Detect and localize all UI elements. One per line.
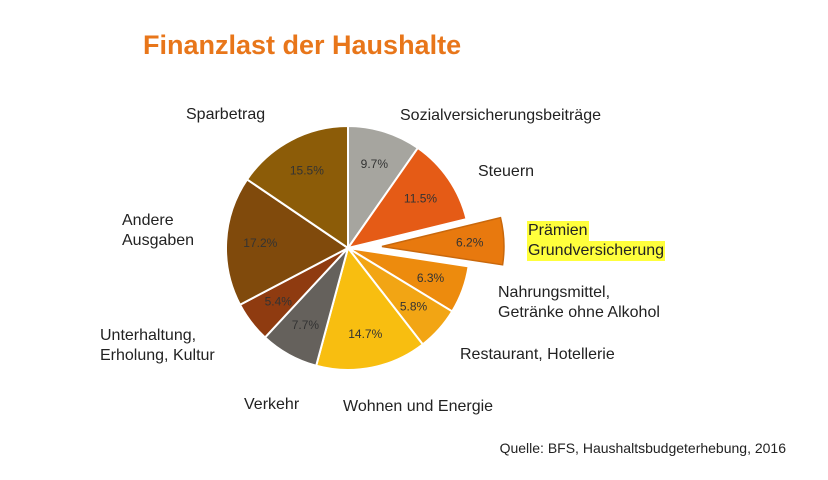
slice-label-sozialversicherung: Sozialversicherungsbeiträge: [400, 106, 601, 126]
pie-slice-praemien: [381, 216, 505, 266]
slice-label-line: Getränke ohne Alkohol: [498, 304, 660, 321]
slice-label-line: Prämien: [527, 221, 589, 241]
chart-title: Finanzlast der Haushalte: [143, 30, 462, 60]
slice-value-wohnen: 14.7%: [348, 327, 382, 341]
slice-label-verkehr: Verkehr: [244, 395, 299, 415]
slice-value-unterhaltung: 5.4%: [265, 294, 293, 308]
pie-slice-andere-ausgaben: [225, 178, 350, 307]
slice-label-praemien: Prämien Grundversicherung: [527, 221, 666, 261]
slice-label-line: Erholung, Kultur: [100, 347, 215, 364]
slice-label-line: Andere: [122, 212, 174, 229]
slice-label-line: Restaurant, Hotellerie: [460, 346, 615, 363]
slice-label-line: Ausgaben: [122, 232, 195, 249]
slice-label-andere-ausgaben: Andere Ausgaben: [122, 211, 194, 251]
slice-value-steuern: 11.5%: [404, 191, 437, 205]
slice-value-restaurant: 5.8%: [400, 300, 428, 314]
slice-value-praemien: 6.2%: [456, 236, 484, 250]
slice-label-unterhaltung: Unterhaltung, Erholung, Kultur: [100, 326, 215, 366]
slice-label-line: Nahrungsmittel,: [498, 284, 611, 301]
slice-label-restaurant: Restaurant, Hotellerie: [460, 345, 615, 365]
pie-slice-sozialversicherung: [347, 124, 420, 252]
slice-value-sozialversicherung: 9.7%: [361, 157, 389, 171]
slice-label-wohnen: Wohnen und Energie: [343, 397, 493, 417]
slice-label-line: Steuern: [478, 163, 535, 180]
slice-label-nahrungsmittel: Nahrungsmittel, Getränke ohne Alkohol: [498, 283, 660, 323]
slice-label-line: Grundversicherung: [527, 241, 666, 261]
slice-label-line: Unterhaltung,: [100, 327, 197, 344]
slice-value-nahrungsmittel: 6.3%: [417, 271, 445, 285]
pie-slice-sparbetrag: [245, 124, 349, 250]
slice-label-steuern: Steuern: [478, 162, 534, 182]
slice-label-sparbetrag: Sparbetrag: [186, 105, 265, 125]
pie-slice-wohnen: [314, 245, 425, 371]
slice-value-andere-ausgaben: 17.2%: [243, 236, 277, 250]
pie-slice-steuern: [345, 146, 468, 250]
slice-label-line: Verkehr: [244, 396, 300, 413]
slice-label-line: Sparbetrag: [186, 106, 266, 123]
source-note: Quelle: BFS, Haushaltsbudgeterhebung, 20…: [499, 440, 786, 456]
slice-label-line: Wohnen und Energie: [343, 398, 494, 415]
slice-value-verkehr: 7.7%: [292, 318, 320, 332]
slice-value-sparbetrag: 15.5%: [290, 163, 324, 177]
slice-label-line: Sozialversicherungsbeiträge: [400, 107, 601, 124]
